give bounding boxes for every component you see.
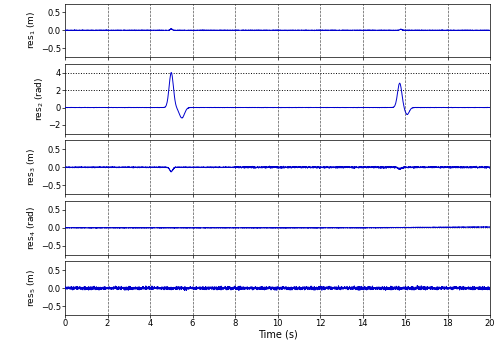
Y-axis label: res$_1$ (m): res$_1$ (m)	[26, 11, 38, 49]
Y-axis label: res$_3$ (m): res$_3$ (m)	[26, 148, 38, 186]
X-axis label: Time (s): Time (s)	[258, 330, 298, 340]
Y-axis label: res$_4$ (rad): res$_4$ (rad)	[26, 205, 38, 250]
Y-axis label: res$_5$ (m): res$_5$ (m)	[26, 269, 38, 307]
Y-axis label: res$_2$ (rad): res$_2$ (rad)	[34, 77, 46, 121]
